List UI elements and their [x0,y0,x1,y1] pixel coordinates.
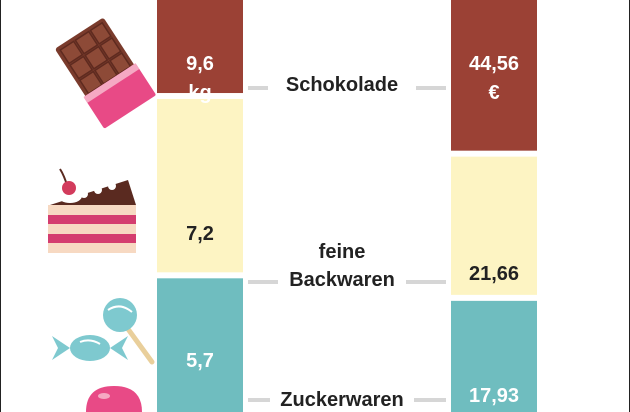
value-label-kg-0: kg [188,82,211,104]
cake-slice-icon [48,168,136,253]
value-label-kg-1: 7,2 [186,223,214,245]
bar-eur-1 [451,156,537,295]
wrapped-candy-icon [52,335,128,361]
bar-kg-0 [157,0,243,94]
bar-kg-2 [157,278,243,412]
category-label-2-0: Zuckerwaren [280,389,403,411]
lollipop-icon [103,298,155,365]
category-label-0-0: Schokolade [286,74,398,96]
value-label-kg-2: 5,7 [186,350,214,372]
bar-eur-0 [451,0,537,151]
category-label-1-0: feine [319,241,366,263]
gumdrop-icon [86,386,142,412]
category-label-1-1: Backwaren [289,269,395,291]
value-label-eur-1: 21,66 [469,263,519,285]
bar-eur-2 [451,300,537,412]
value-label-eur-0: 44,56 [469,53,519,75]
value-label-kg-0: 9,6 [186,53,214,75]
bar-kg-1 [157,99,243,273]
value-label-eur-2: 17,93 [469,385,519,407]
value-label-eur-0: € [488,82,499,104]
chocolate-bar-icon [55,18,156,129]
